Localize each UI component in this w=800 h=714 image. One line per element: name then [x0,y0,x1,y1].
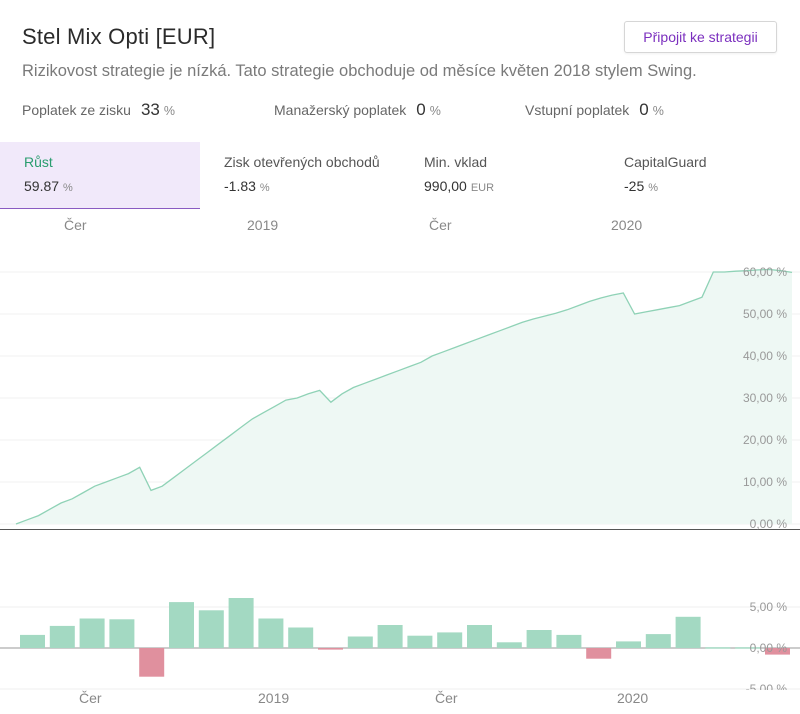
y-tick-label: 5,00 % [750,600,788,614]
stat-unit: % [648,182,659,194]
y-tick-label: 10,00 % [743,475,787,489]
stat-label: Zisk otevřených obchodů [224,154,380,170]
monthly-bar[interactable] [407,635,433,648]
growth-and-monthly-chart: 0,00 % 10,00 % 20,00 % 30,00 % 40,00 % 50,00 … [0,265,800,690]
x-tick-bottom: Čer [435,690,458,706]
y-tick-label: 50,00 % [743,307,787,321]
y-tick-label: 0,00 % [750,641,788,655]
fee-unit: % [163,104,175,118]
fee-value: 0 [416,100,426,119]
y-tick-label: -5,00 % [746,682,788,690]
monthly-bar[interactable] [586,648,612,659]
tab-open-trades-profit[interactable]: Zisk otevřených obchodů -1.83% [200,142,400,209]
monthly-bar[interactable] [228,598,254,648]
monthly-bar[interactable] [556,634,582,648]
fee-entry: Vstupní poplatek 0 % [525,100,664,120]
stat-value: 990,00 [424,178,467,194]
x-tick-top: Čer [64,217,87,233]
stat-unit: % [63,182,73,194]
stat-label: Růst [24,154,53,170]
monthly-bar[interactable] [765,648,790,655]
stat-unit: % [259,182,270,194]
fee-label: Manažerský poplatek [274,102,407,118]
fee-unit: % [652,104,664,118]
x-tick-bottom: 2020 [617,690,649,706]
fee-value: 0 [639,100,649,119]
stats-tabs: Růst 59.87% Zisk otevřených obchodů -1.8… [0,142,800,209]
monthly-bar[interactable] [467,625,492,648]
strategy-description: Rizikovost strategie je nízká. Tato stra… [22,62,697,80]
monthly-bar[interactable] [675,616,701,648]
monthly-bar[interactable] [139,648,165,677]
growth-line [15,268,793,525]
monthly-bar[interactable] [616,641,641,648]
strategy-title: Stel Mix Opti [EUR] [22,24,216,49]
x-tick-top: Čer [429,217,452,233]
y-tick-label: 20,00 % [743,433,787,447]
growth-area [16,269,792,524]
monthly-bar[interactable] [347,636,373,649]
monthly-bar[interactable] [526,630,552,648]
monthly-bar[interactable] [377,625,403,648]
fee-management: Manažerský poplatek 0 % [274,100,441,120]
stat-label: CapitalGuard [624,154,707,170]
stat-value: -1.83 [224,178,256,194]
x-tick-bottom: Čer [79,690,102,706]
x-tick-top: 2019 [247,217,279,233]
fee-value: 33 [140,100,160,119]
monthly-bar[interactable] [705,647,731,649]
connect-to-strategy-button[interactable]: Připojit ke strategii [624,21,777,53]
monthly-bars [20,598,790,677]
y-tick-label: 60,00 % [743,265,787,279]
monthly-bar[interactable] [20,634,45,648]
y-tick-label: 30,00 % [743,391,787,405]
stat-value: 59.87 [24,178,60,194]
monthly-bar[interactable] [198,610,224,648]
fees-row: Poplatek ze zisku 33 % Manažerský poplat… [22,100,782,124]
fee-label: Poplatek ze zisku [22,102,131,118]
tab-growth[interactable]: Růst 59.87% [0,142,200,209]
stat-label: Min. vklad [424,154,488,170]
monthly-bar[interactable] [288,627,314,649]
x-tick-bottom: 2019 [258,690,290,706]
x-tick-top: 2020 [611,217,643,233]
monthly-bar[interactable] [258,618,284,649]
tab-capitalguard[interactable]: CapitalGuard -25% [600,142,800,209]
fee-unit: % [429,104,441,118]
monthly-bar[interactable] [496,642,522,648]
monthly-bar[interactable] [79,618,105,649]
y-tick-label: 0,00 % [750,517,788,531]
stat-unit: EUR [470,182,495,194]
stat-value: -25 [624,178,645,194]
monthly-bar[interactable] [109,619,135,648]
monthly-bar[interactable] [735,647,761,649]
fee-profit: Poplatek ze zisku 33 % [22,100,175,120]
monthly-bar[interactable] [169,602,194,648]
monthly-bar[interactable] [49,625,75,648]
monthly-bar[interactable] [437,632,463,648]
y-tick-label: 40,00 % [743,349,787,363]
tab-min-deposit[interactable]: Min. vklad 990,00 EUR [400,142,600,209]
monthly-bar[interactable] [318,648,343,650]
fee-label: Vstupní poplatek [525,102,630,118]
monthly-bar[interactable] [645,634,671,648]
